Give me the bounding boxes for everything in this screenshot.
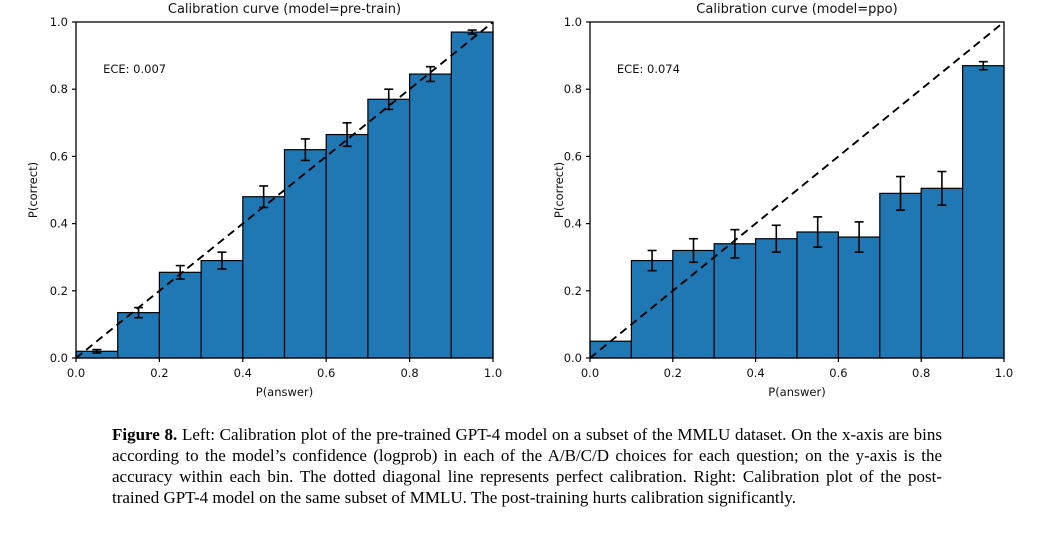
- chart-cell-pretrain: 0.0 0.2 0.4 0.6 0.8 1.0 0.0 0.2 0.4 0.6 0.8 1.0 Cali…: [0, 0, 527, 412]
- y-tick-label: 0.0: [564, 351, 582, 365]
- y-tick-label: 1.0: [564, 15, 582, 29]
- x-tick-label: 0.8: [400, 366, 418, 380]
- calibration-bar: [409, 73, 452, 359]
- perfect-calibration-line: [589, 21, 1005, 359]
- calibration-bar: [367, 98, 411, 359]
- calibration-bar: [283, 149, 327, 359]
- x-axis-label: P(answer): [768, 385, 825, 399]
- calibration-bar: [755, 238, 798, 359]
- calibration-bar: [200, 259, 244, 359]
- y-tick-label: 0.2: [50, 284, 68, 298]
- calibration-chart-pretrain: 0.0 0.2 0.4 0.6 0.8 1.0 0.0 0.2 0.4 0.6 0.8 1.0 Cali…: [26, 2, 502, 399]
- charts-row: 0.0 0.2 0.4 0.6 0.8 1.0 0.0 0.2 0.4 0.6 0.8 1.0 Cali…: [0, 0, 1054, 412]
- chart-cell-ppo: 0.0 0.2 0.4 0.6 0.8 1.0 0.0 0.2 0.4 0.6 0.8 1.0 Cali…: [527, 0, 1054, 412]
- figure-caption-text: Left: Calibration plot of the pre-traine…: [112, 425, 942, 508]
- ece-annotation: ECE: 0.074: [617, 62, 680, 76]
- x-axis-label: P(answer): [256, 385, 313, 399]
- plot-border: [589, 21, 1005, 359]
- calibration-bar: [713, 243, 757, 359]
- x-tick-label: 0.2: [664, 366, 682, 380]
- y-tick-label: 0.6: [564, 149, 582, 163]
- y-axis-label: P(correct): [552, 162, 566, 218]
- chart-title: Calibration curve (model=pre-train): [168, 2, 401, 17]
- calibration-bar: [672, 249, 715, 359]
- chart-title: Calibration curve (model=ppo): [696, 2, 897, 17]
- figure-caption: Figure 8. Left: Calibration plot of the …: [112, 424, 942, 508]
- calibration-bar: [450, 31, 494, 359]
- y-tick-label: 1.0: [50, 15, 68, 29]
- x-tick-label: 0.4: [234, 366, 252, 380]
- calibration-bar: [325, 133, 369, 359]
- calibration-bar: [920, 187, 964, 359]
- x-tick-label: 1.0: [995, 366, 1013, 380]
- calibration-bar: [630, 259, 674, 359]
- y-axis-label: P(correct): [26, 162, 40, 218]
- calibration-bar: [242, 196, 286, 359]
- x-tick-label: 0.6: [317, 366, 335, 380]
- calibration-chart-ppo: 0.0 0.2 0.4 0.6 0.8 1.0 0.0 0.2 0.4 0.6 0.8 1.0 Cali…: [552, 2, 1013, 399]
- y-tick-label: 0.4: [50, 217, 68, 231]
- x-tick-label: 0.2: [150, 366, 168, 380]
- calibration-bar: [158, 271, 202, 359]
- calibration-bar: [962, 65, 1005, 359]
- y-tick-label: 0.6: [50, 149, 68, 163]
- x-tick-label: 0.6: [829, 366, 847, 380]
- y-tick-label: 0.4: [564, 217, 582, 231]
- x-tick-label: 0.4: [746, 366, 764, 380]
- calibration-bar: [837, 236, 881, 359]
- x-tick-label: 1.0: [484, 366, 502, 380]
- plot-border: [75, 21, 494, 359]
- figure-caption-label: Figure 8.: [112, 425, 178, 444]
- calibration-bar: [879, 192, 922, 359]
- ece-annotation: ECE: 0.007: [103, 62, 166, 76]
- x-tick-label: 0.8: [912, 366, 930, 380]
- perfect-calibration-line: [75, 21, 494, 359]
- y-tick-label: 0.8: [564, 82, 582, 96]
- calibration-bar: [589, 340, 633, 359]
- calibration-bar: [117, 312, 160, 359]
- calibration-bar: [796, 231, 840, 359]
- x-tick-label: 0.0: [581, 366, 599, 380]
- x-tick-label: 0.0: [67, 366, 85, 380]
- y-tick-label: 0.2: [564, 284, 582, 298]
- y-tick-label: 0.8: [50, 82, 68, 96]
- y-tick-label: 0.0: [50, 351, 68, 365]
